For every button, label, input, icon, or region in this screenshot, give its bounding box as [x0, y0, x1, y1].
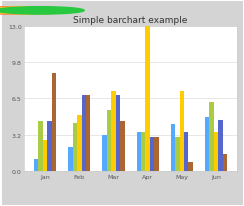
- Bar: [180, 91, 184, 171]
- Title: Simple barchart example: Simple barchart example: [73, 16, 188, 25]
- Bar: [209, 102, 214, 171]
- Bar: [175, 138, 180, 171]
- Bar: [188, 162, 193, 171]
- Bar: [52, 73, 56, 171]
- Circle shape: [0, 8, 71, 15]
- Bar: [47, 121, 52, 171]
- Bar: [81, 96, 86, 171]
- Bar: [145, 27, 150, 171]
- Bar: [43, 140, 47, 171]
- Bar: [214, 132, 218, 171]
- Bar: [205, 118, 209, 171]
- Bar: [86, 96, 91, 171]
- Bar: [102, 136, 107, 171]
- Bar: [107, 110, 111, 171]
- Bar: [223, 154, 227, 171]
- Bar: [171, 124, 175, 171]
- Circle shape: [0, 8, 84, 15]
- Bar: [34, 159, 39, 171]
- Bar: [116, 96, 120, 171]
- Bar: [120, 121, 125, 171]
- Bar: [73, 123, 77, 171]
- Bar: [68, 148, 73, 171]
- Bar: [150, 138, 154, 171]
- Bar: [77, 116, 81, 171]
- Bar: [39, 121, 43, 171]
- Bar: [111, 91, 116, 171]
- Bar: [141, 132, 145, 171]
- Bar: [154, 138, 159, 171]
- Bar: [136, 132, 141, 171]
- Circle shape: [0, 8, 57, 15]
- Bar: [218, 120, 223, 171]
- Bar: [184, 132, 188, 171]
